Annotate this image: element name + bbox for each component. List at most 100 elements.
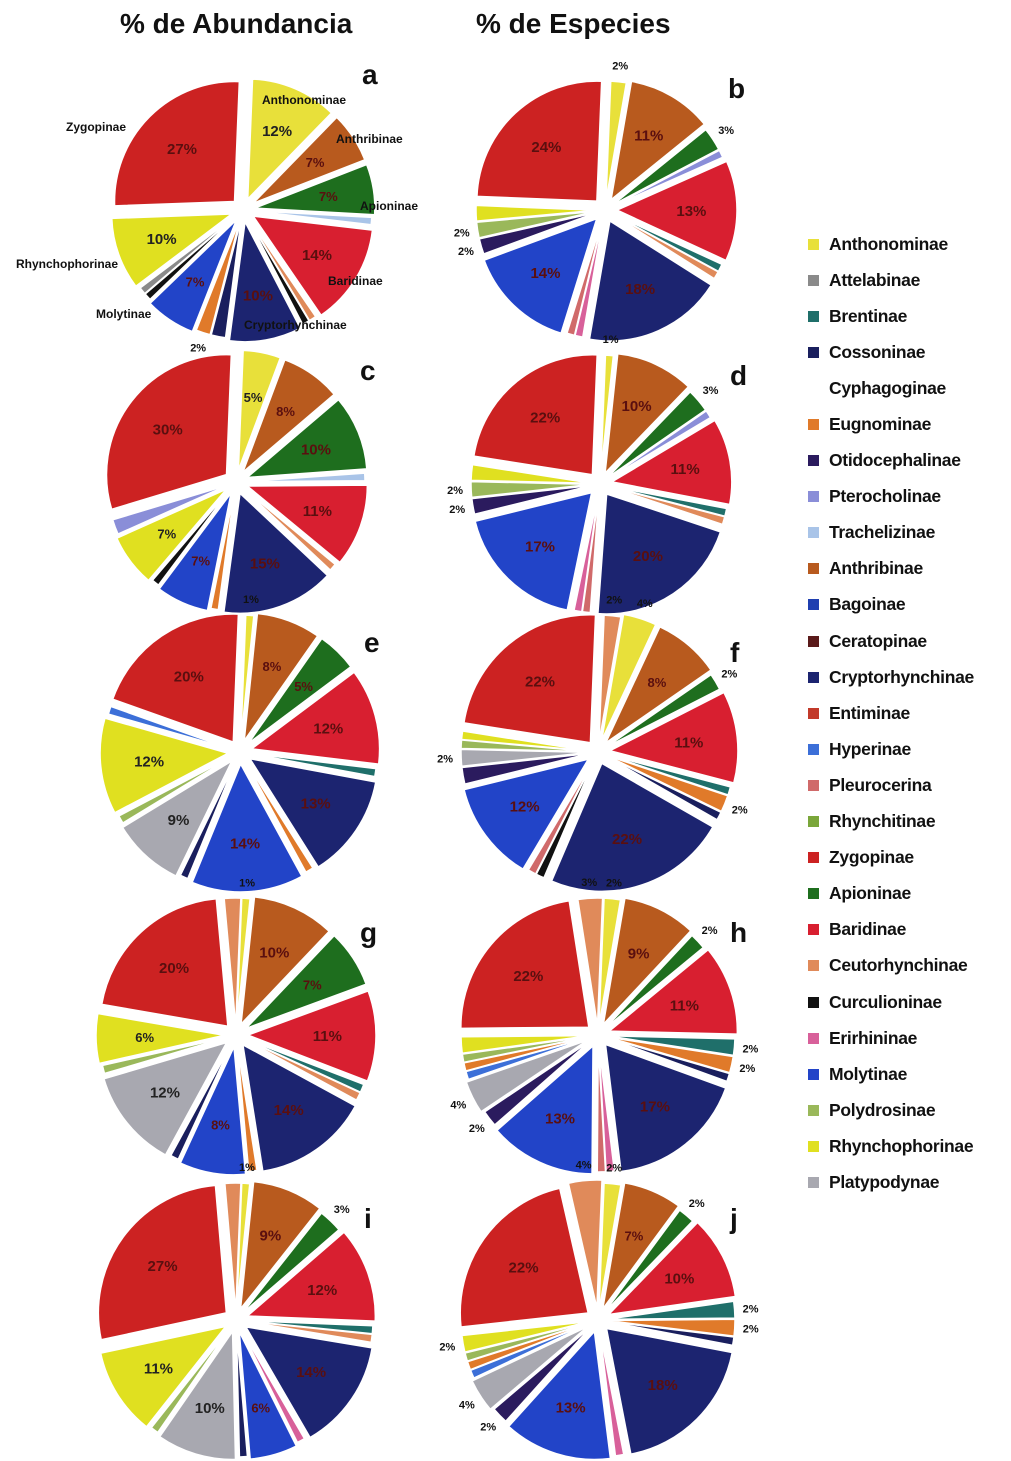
pie-slice — [606, 754, 729, 813]
pie-slice — [179, 1043, 247, 1176]
legend-label: Cyphagoginae — [829, 377, 946, 398]
slice-label: 10% — [622, 398, 652, 415]
legend-item: Rhynchitinae — [808, 804, 1008, 840]
pie-slice — [492, 1325, 593, 1423]
species-column-title: % de Especies — [476, 8, 671, 39]
pie-slice — [604, 352, 690, 476]
panel-letter: e — [364, 627, 380, 658]
slice-label: 17% — [640, 1099, 670, 1116]
legend-swatch — [808, 419, 819, 431]
pie-slice — [460, 1034, 590, 1055]
legend-item: Molytinae — [808, 1056, 1008, 1092]
slice-label: 22% — [509, 1259, 539, 1276]
pie-slice — [606, 1318, 736, 1338]
pie-slice — [254, 163, 376, 216]
slice-label: 12% — [307, 1282, 337, 1299]
pie-slice — [240, 895, 331, 1027]
pie-slice — [151, 488, 231, 587]
slice-label: 7% — [319, 189, 338, 204]
pie-slice — [244, 472, 366, 483]
pie-slice — [158, 1329, 237, 1461]
panel-letter: g — [360, 917, 377, 948]
pie-slice — [245, 484, 369, 564]
pie-slice — [603, 1209, 694, 1314]
pie-slice — [251, 215, 374, 317]
pie-slice — [464, 1321, 590, 1363]
pie-slice — [169, 1042, 233, 1161]
panel-letter: i — [364, 1203, 372, 1234]
slice-label: 6% — [135, 1030, 154, 1045]
slice-label: 9% — [168, 812, 190, 829]
slice-label: 18% — [625, 281, 655, 298]
legend-item: Platypodynae — [808, 1164, 1008, 1200]
slice-label: 2% — [742, 1043, 758, 1055]
slice-label: 2% — [606, 878, 622, 890]
legend-swatch — [808, 816, 819, 828]
legend-item: Cossoninae — [808, 334, 1008, 370]
slice-label: 4% — [576, 1160, 592, 1172]
slice-label: 7% — [303, 977, 322, 992]
pie-slice — [597, 492, 722, 615]
legend-swatch — [808, 671, 819, 683]
legend-label: Eugnominae — [829, 414, 932, 435]
pie-slice — [606, 1036, 735, 1074]
legend-swatch — [808, 707, 819, 719]
subfamily-label: Rhynchophorinae — [16, 257, 118, 271]
legend-swatch — [808, 491, 819, 503]
pie-slice — [598, 897, 622, 1027]
slice-label: 10% — [259, 944, 289, 961]
pie-chart-g: 1% 10% 7% 11% 14% 8% 12% 6% 20% g — [95, 877, 377, 1176]
legend-label: Pterocholinae — [829, 486, 941, 507]
slice-label: 2% — [606, 1163, 622, 1175]
slice-label: 2% — [606, 595, 622, 607]
pie-slice — [150, 1326, 232, 1434]
pie-slice — [471, 484, 592, 516]
pie-slice — [463, 614, 597, 744]
slice-label: 11% — [303, 503, 332, 520]
pie-slice — [609, 80, 706, 202]
pie-slice — [476, 80, 603, 202]
slice-label: 10% — [147, 231, 177, 248]
legend-label: Cossoninae — [829, 341, 926, 362]
pie-slice — [615, 160, 738, 262]
slice-label: 3% — [581, 877, 597, 889]
slice-label: 5% — [294, 679, 313, 694]
subfamily-label: Anthonominae — [262, 93, 346, 107]
slice-label: 1% — [243, 594, 259, 606]
legend-item: Cryptorhynchinae — [808, 659, 1008, 695]
legend-swatch — [808, 996, 819, 1008]
slice-label: 27% — [167, 141, 197, 158]
slice-label: 2% — [743, 1323, 759, 1335]
pie-slice — [495, 1044, 594, 1175]
slice-label: 12% — [150, 1085, 180, 1102]
slice-label: 3% — [718, 125, 734, 137]
legend-label: Zygopinae — [829, 847, 914, 868]
slice-label: 1% — [239, 877, 255, 889]
slice-label: 11% — [670, 461, 699, 478]
pie-slice — [605, 673, 721, 749]
pie-slice — [121, 758, 234, 877]
legend-item: Pterocholinae — [808, 479, 1008, 515]
slice-label: 30% — [153, 421, 183, 438]
pie-slice — [565, 218, 604, 337]
pie-slice — [612, 128, 720, 206]
slice-label: 10% — [195, 1400, 225, 1417]
pie-slice — [471, 1325, 589, 1411]
pie-slice — [249, 671, 381, 765]
legend-item: Trachelizinae — [808, 515, 1008, 551]
pie-slice — [607, 691, 739, 784]
slice-label: 20% — [174, 669, 204, 686]
legend-label: Entiminae — [829, 702, 910, 723]
legend-item: Otidocephalinae — [808, 443, 1008, 479]
pie-slice — [241, 358, 336, 475]
slice-label: 7% — [157, 526, 176, 541]
legend-swatch — [808, 1068, 819, 1080]
legend-item: Eugnominae — [808, 406, 1008, 442]
pie-slice — [241, 1043, 357, 1173]
pie-slice — [475, 210, 597, 239]
legend-label: Ceratopinae — [829, 630, 927, 651]
abundance-column-title: % de Abundancia — [120, 8, 353, 39]
legend-swatch — [808, 960, 819, 972]
legend-label: Baridinae — [829, 919, 907, 940]
slice-label: 7% — [306, 155, 325, 170]
